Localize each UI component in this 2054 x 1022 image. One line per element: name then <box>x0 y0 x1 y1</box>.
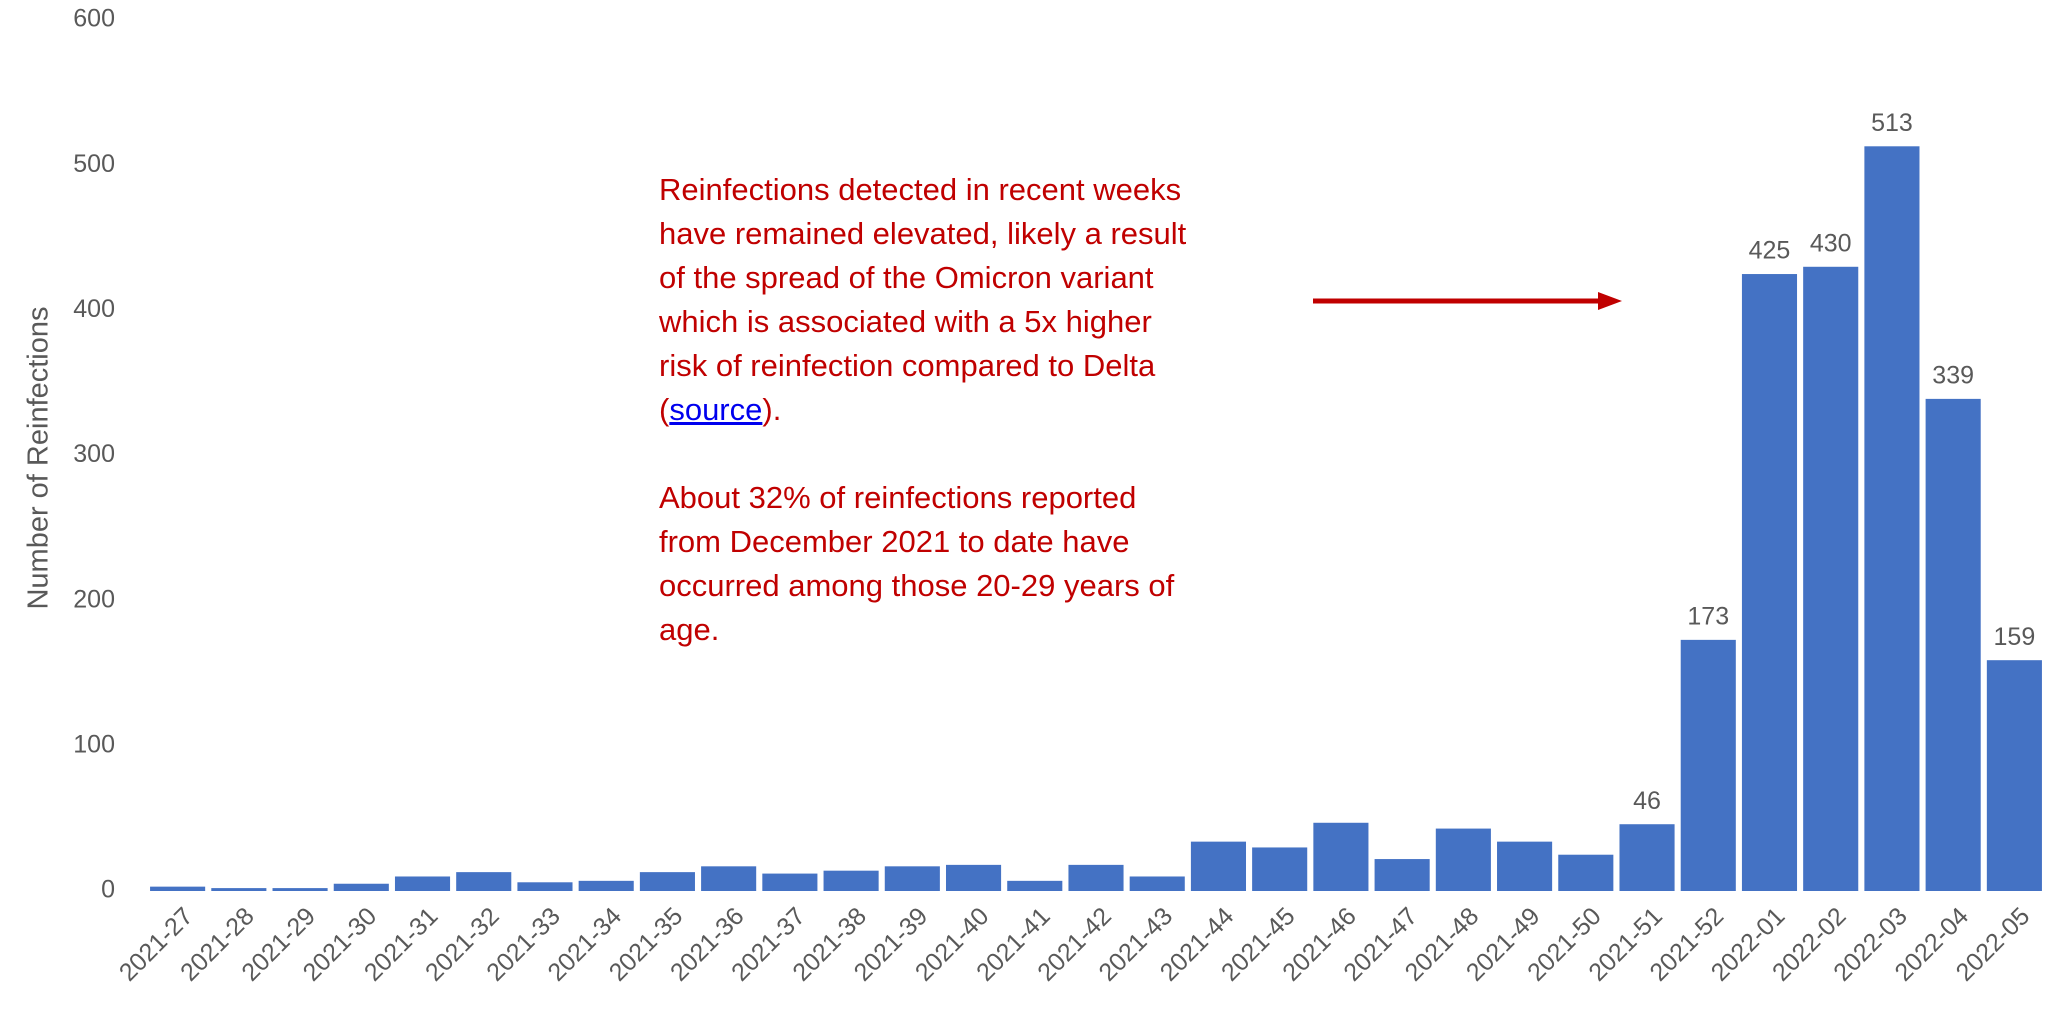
bar <box>1497 841 1553 891</box>
bar <box>1803 266 1859 891</box>
annotation-line: have remained elevated, likely a result <box>659 216 1187 251</box>
bar <box>272 888 328 891</box>
annotation-text: ). <box>762 392 782 427</box>
source-link[interactable]: source <box>669 392 763 427</box>
value-label: 430 <box>1810 229 1852 257</box>
y-axis-label: Number of Reinfections <box>23 306 55 609</box>
bar <box>1007 880 1063 891</box>
annotation: Reinfections detected in recent weeks hav… <box>659 168 1186 652</box>
arrow-head <box>1598 292 1622 310</box>
bar <box>1986 660 2042 891</box>
y-tick-label: 500 <box>73 150 115 178</box>
bar <box>1558 854 1614 891</box>
value-label: 46 <box>1633 787 1661 815</box>
bar <box>701 866 757 891</box>
bar <box>456 872 512 891</box>
y-tick-label: 200 <box>73 585 115 613</box>
bar <box>1864 146 1920 892</box>
value-label: 159 <box>1994 623 2036 651</box>
bar <box>517 882 573 891</box>
bar <box>1680 639 1736 891</box>
bar <box>639 872 695 891</box>
y-tick-label: 0 <box>101 876 115 904</box>
value-label: 513 <box>1871 109 1913 137</box>
y-tick-label: 600 <box>73 5 115 33</box>
y-tick-label: 100 <box>73 730 115 758</box>
bar <box>1741 274 1798 892</box>
bar <box>394 876 451 891</box>
bar <box>823 870 879 891</box>
annotation-line: age. <box>659 612 720 647</box>
annotation-gap <box>659 432 1186 476</box>
bar <box>762 873 818 891</box>
bar <box>1252 847 1308 891</box>
annotation-line: About 32% of reinfections reported <box>659 480 1137 515</box>
bar <box>1435 828 1491 891</box>
bar <box>945 864 1002 891</box>
bar <box>1313 822 1369 891</box>
bar <box>333 883 389 891</box>
value-label: 173 <box>1687 602 1729 630</box>
annotation-line: from December 2021 to date have <box>659 524 1130 559</box>
y-tick-label: 400 <box>73 295 115 323</box>
annotation-line: risk of reinfection compared to Delta <box>659 348 1156 383</box>
value-label: 425 <box>1749 237 1791 265</box>
bar <box>1068 864 1124 891</box>
annotation-line: which is associated with a 5x higher <box>659 304 1152 339</box>
bar <box>1619 824 1675 891</box>
bar <box>150 886 206 891</box>
annotation-line: occurred among those 20-29 years of <box>659 568 1175 603</box>
value-label: 339 <box>1932 361 1974 389</box>
bar <box>211 888 267 891</box>
annotation-text: ( <box>659 392 670 427</box>
bar <box>1374 859 1430 891</box>
bar <box>1129 876 1185 891</box>
bar <box>884 866 940 891</box>
bar <box>1925 398 1981 891</box>
annotation-line: (source). <box>659 388 1186 432</box>
y-tick-label: 300 <box>73 440 115 468</box>
annotation-line: Reinfections detected in recent weeks <box>659 172 1182 207</box>
annotation-line: of the spread of the Omicron variant <box>659 260 1154 295</box>
bar <box>1190 841 1247 891</box>
bar <box>578 880 634 891</box>
